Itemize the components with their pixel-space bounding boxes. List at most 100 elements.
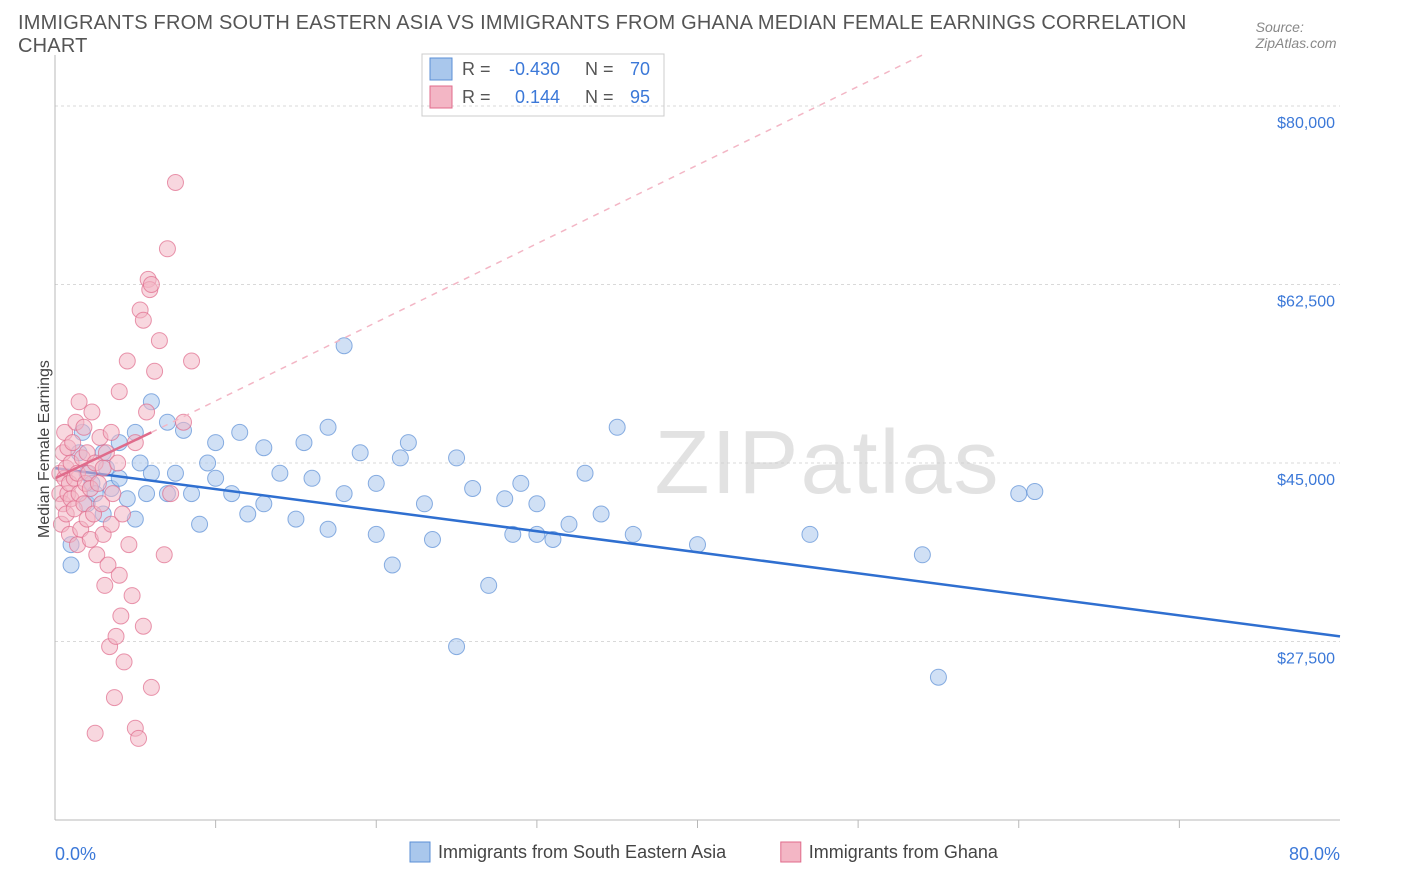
data-point: [163, 486, 179, 502]
data-point: [336, 486, 352, 502]
stat-swatch: [430, 58, 452, 80]
data-point: [97, 577, 113, 593]
data-point: [529, 526, 545, 542]
chart-container: Median Female Earnings ZIPatlas$27,500$4…: [0, 50, 1406, 892]
data-point: [368, 475, 384, 491]
data-point: [63, 557, 79, 573]
data-point: [147, 363, 163, 379]
data-point: [108, 628, 124, 644]
data-point: [113, 608, 129, 624]
stat-r-value: 0.144: [515, 87, 560, 107]
data-point: [65, 435, 81, 451]
data-point: [135, 618, 151, 634]
data-point: [384, 557, 400, 573]
y-tick-label: $80,000: [1277, 115, 1335, 132]
stat-r-value: -0.430: [509, 59, 560, 79]
x-tick-label-end: 80.0%: [1289, 844, 1340, 864]
data-point: [121, 537, 137, 553]
legend-swatch: [781, 842, 801, 862]
data-point: [400, 435, 416, 451]
data-point: [449, 450, 465, 466]
data-point: [424, 532, 440, 548]
data-point: [159, 414, 175, 430]
stat-r-label: R =: [462, 59, 491, 79]
data-point: [124, 588, 140, 604]
data-point: [114, 506, 130, 522]
data-point: [802, 526, 818, 542]
data-point: [71, 394, 87, 410]
data-point: [184, 486, 200, 502]
data-point: [87, 725, 103, 741]
data-point: [208, 435, 224, 451]
data-point: [256, 496, 272, 512]
data-point: [111, 567, 127, 583]
y-tick-label: $62,500: [1277, 294, 1335, 311]
data-point: [90, 475, 106, 491]
data-point: [76, 419, 92, 435]
data-point: [416, 496, 432, 512]
data-point: [135, 312, 151, 328]
stat-n-label: N =: [585, 59, 614, 79]
scatter-chart: ZIPatlas $27,500 $45,000 $62,500 $80,000 0.0%…: [0, 50, 1406, 892]
data-point: [139, 404, 155, 420]
data-point: [131, 730, 147, 746]
data-point: [368, 526, 384, 542]
data-point: [465, 481, 481, 497]
trend-line-dashed: [151, 55, 922, 432]
chart-source: Source: ZipAtlas.com: [1256, 19, 1388, 51]
data-point: [111, 384, 127, 400]
data-point: [481, 577, 497, 593]
data-point: [240, 506, 256, 522]
data-point: [449, 639, 465, 655]
data-point: [232, 424, 248, 440]
data-point: [304, 470, 320, 486]
data-point: [1011, 486, 1027, 502]
data-point: [184, 353, 200, 369]
data-point: [272, 465, 288, 481]
data-point: [103, 424, 119, 440]
data-point: [914, 547, 930, 563]
stat-n-label: N =: [585, 87, 614, 107]
data-point: [320, 521, 336, 537]
data-point: [84, 404, 100, 420]
data-point: [192, 516, 208, 532]
y-tick-label: $45,000: [1277, 472, 1335, 489]
data-point: [159, 241, 175, 257]
data-point: [143, 277, 159, 293]
legend-label: Immigrants from South Eastern Asia: [438, 842, 727, 862]
data-point: [105, 486, 121, 502]
data-point: [200, 455, 216, 471]
data-point: [139, 486, 155, 502]
y-tick-label: $27,500: [1277, 651, 1335, 668]
data-point: [392, 450, 408, 466]
x-tick-label-start: 0.0%: [55, 844, 96, 864]
data-point: [176, 414, 192, 430]
data-point: [119, 491, 135, 507]
data-point: [256, 440, 272, 456]
stat-r-label: R =: [462, 87, 491, 107]
stat-n-value: 70: [630, 59, 650, 79]
data-point: [208, 470, 224, 486]
data-point: [116, 654, 132, 670]
stat-swatch: [430, 86, 452, 108]
data-point: [690, 537, 706, 553]
data-point: [1027, 484, 1043, 500]
data-point: [529, 496, 545, 512]
data-point: [288, 511, 304, 527]
data-point: [352, 445, 368, 461]
data-point: [561, 516, 577, 532]
data-point: [513, 475, 529, 491]
data-point: [106, 690, 122, 706]
legend-swatch: [410, 842, 430, 862]
watermark-text: ZIPatlas: [654, 413, 1000, 513]
data-point: [296, 435, 312, 451]
data-point: [609, 419, 625, 435]
data-point: [143, 679, 159, 695]
data-point: [167, 465, 183, 481]
data-point: [593, 506, 609, 522]
data-point: [625, 526, 641, 542]
data-point: [119, 353, 135, 369]
stat-n-value: 95: [630, 87, 650, 107]
data-point: [930, 669, 946, 685]
data-point: [224, 486, 240, 502]
